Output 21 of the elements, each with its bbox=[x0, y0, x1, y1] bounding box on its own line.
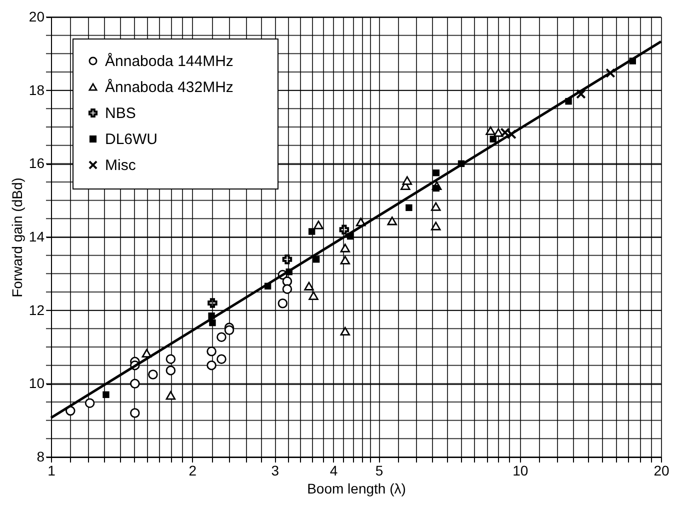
x-tick-label: 1 bbox=[48, 462, 56, 478]
y-axis-title: Forward gain (dBd) bbox=[8, 178, 25, 298]
x-axis-title: Boom length (λ) bbox=[307, 480, 406, 496]
x-tick-label: 10 bbox=[512, 462, 528, 478]
x-tick-label: 2 bbox=[188, 462, 197, 478]
y-tick-label: 8 bbox=[36, 448, 45, 464]
y-tick-label: 16 bbox=[28, 155, 45, 172]
legend-label: Misc bbox=[105, 157, 136, 174]
y-tick-label: 14 bbox=[28, 228, 45, 244]
y-tick-label: 10 bbox=[28, 375, 45, 392]
legend-label: DL6WU bbox=[105, 131, 158, 148]
legend-label: Ånnaboda 144MHz bbox=[105, 52, 234, 70]
y-tick-label: 20 bbox=[28, 8, 45, 24]
x-tick-label: 4 bbox=[330, 462, 338, 478]
y-tick-label: 18 bbox=[28, 82, 45, 98]
y-tick-label: 12 bbox=[28, 302, 45, 318]
x-tick-label: 3 bbox=[271, 462, 280, 478]
x-tick-label: 20 bbox=[654, 462, 670, 478]
legend-label: Ånnaboda 432MHz bbox=[105, 78, 234, 96]
x-tick-label: 5 bbox=[375, 462, 384, 478]
legend-label: NBS bbox=[105, 105, 136, 122]
